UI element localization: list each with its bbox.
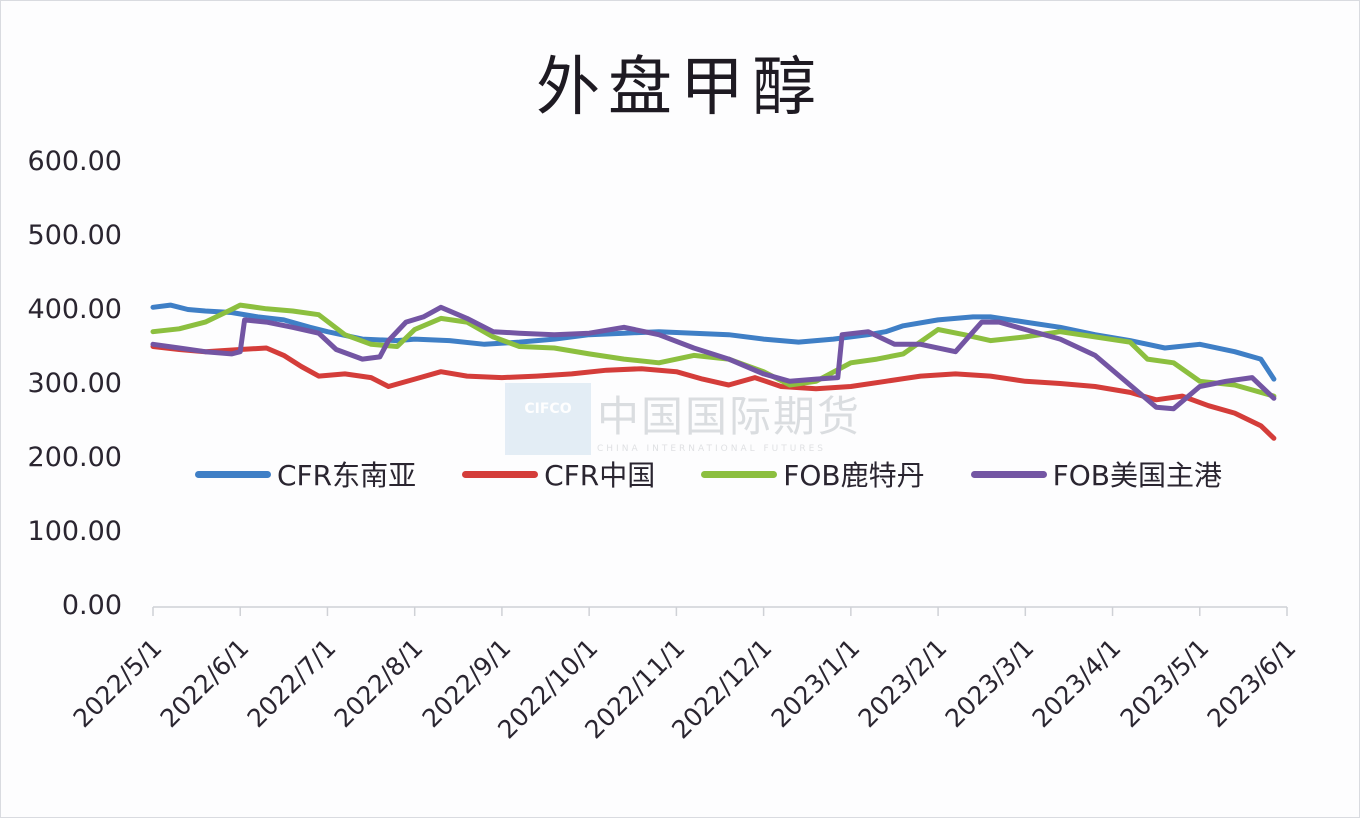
legend-item: FOB鹿特丹: [701, 454, 925, 494]
watermark-en-text: CHINA INTERNATIONAL FUTURES: [597, 444, 826, 454]
y-tick-label: 500.00: [27, 220, 122, 251]
watermark-cn-text: 中国国际期货: [597, 392, 862, 441]
y-tick-label: 400.00: [27, 294, 122, 325]
y-tick-label: 300.00: [27, 368, 122, 399]
y-tick-label: 0.00: [61, 590, 122, 621]
legend-swatch: [462, 470, 539, 478]
y-tick-label: 100.00: [27, 516, 122, 547]
legend-label: CFR东南亚: [277, 459, 417, 492]
legend: CFR东南亚 CFR中国 FOB鹿特丹 FOB美国主港: [195, 454, 1268, 494]
legend-item: CFR中国: [462, 454, 655, 494]
legend-item: CFR东南亚: [195, 454, 416, 494]
legend-swatch: [195, 470, 271, 478]
series-line-2: [150, 302, 1277, 399]
watermark-logo: CIFCO: [505, 383, 591, 455]
chart-title: 外盘甲醇: [536, 51, 824, 125]
series-line-1: [150, 344, 1277, 441]
legend-label: FOB美国主港: [1052, 459, 1222, 492]
legend-label: CFR中国: [544, 459, 656, 492]
legend-swatch: [701, 470, 778, 478]
series-line-3: [150, 304, 1277, 412]
legend-item: FOB美国主港: [970, 454, 1222, 494]
y-tick-label: 200.00: [27, 442, 122, 473]
legend-swatch: [970, 470, 1047, 478]
legend-label: FOB鹿特丹: [783, 459, 925, 492]
y-tick-label: 600.00: [27, 146, 122, 177]
series-line-0: [150, 302, 1277, 382]
watermark: CIFCO 中国国际期货 CHINA INTERNATIONAL FUTURES: [505, 383, 861, 455]
